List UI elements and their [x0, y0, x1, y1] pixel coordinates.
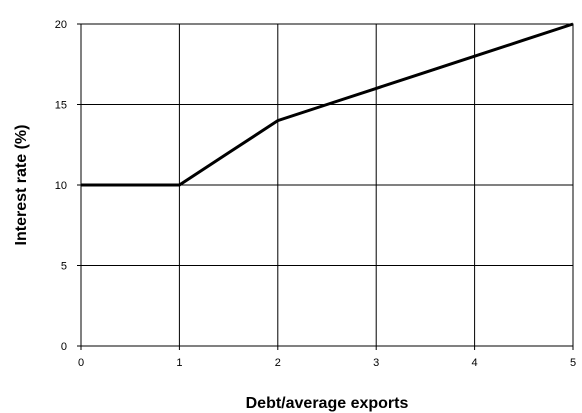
y-tick-label: 15: [55, 100, 67, 112]
x-tick-label: 1: [176, 357, 182, 369]
series-group: [81, 22, 574, 187]
y-tick-label: 20: [55, 19, 67, 31]
y-tick-label: 10: [55, 180, 67, 192]
x-tick-label: 2: [275, 357, 281, 369]
x-tick-label: 5: [570, 357, 576, 369]
series-line: [81, 22, 574, 187]
x-axis-ticks: 0 1 2 3 4 5: [78, 346, 576, 369]
y-axis-ticks: 0 5 10 15 20: [55, 19, 81, 353]
y-axis-title: Interest rate (%): [13, 125, 30, 246]
x-tick-label: 3: [373, 357, 379, 369]
x-tick-label: 4: [472, 357, 478, 369]
x-axis-title: Debt/average exports: [246, 395, 409, 412]
y-tick-label: 0: [61, 341, 67, 353]
x-tick-label: 0: [78, 357, 84, 369]
y-tick-label: 5: [61, 261, 67, 273]
